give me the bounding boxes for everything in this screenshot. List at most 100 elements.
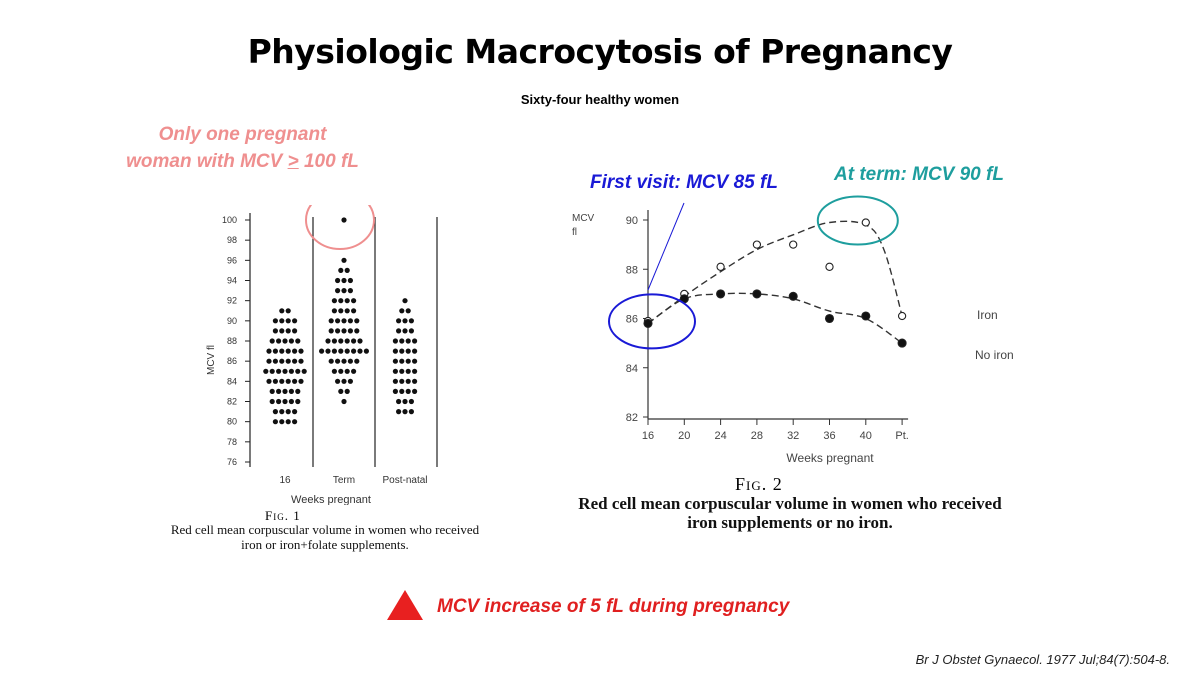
- fig1-dot: [392, 378, 398, 384]
- fig1-dot: [338, 267, 344, 273]
- fig1-dot: [328, 358, 334, 364]
- fig1-dot: [338, 308, 344, 314]
- fig1-dot: [408, 409, 414, 415]
- fig2-point-iron: [789, 240, 798, 249]
- fig1-dot: [344, 298, 350, 304]
- fig1-dot: [405, 348, 411, 354]
- fig1-dot: [292, 328, 298, 334]
- fig1-dot: [344, 308, 350, 314]
- fig2-y-tick-label: 90: [626, 215, 638, 227]
- fig1-dot: [269, 338, 275, 344]
- fig1-dot: [331, 338, 337, 344]
- fig2-x-tick-label: 20: [678, 430, 690, 442]
- fig1-dot: [357, 338, 363, 344]
- fig1-dot: [347, 378, 353, 384]
- fig1-dot: [292, 378, 298, 384]
- fig1-dot: [288, 368, 294, 374]
- fig2-x-tick-label: 36: [823, 430, 835, 442]
- fig2-y-tick-label: 84: [626, 363, 638, 375]
- fig1-dot: [351, 368, 357, 374]
- fig1-dot: [399, 358, 405, 364]
- fig1-dot: [399, 378, 405, 384]
- annotation-teal: At term: MCV 90 fL: [834, 164, 1004, 185]
- fig1-dot: [288, 398, 294, 405]
- fig1-dot: [331, 348, 337, 354]
- fig2-point-no-iron: [752, 289, 762, 299]
- fig1-frame: [249, 213, 438, 467]
- fig1-dot: [331, 308, 337, 314]
- fig1-highlight-circle: [305, 205, 375, 250]
- fig1-dot: [279, 378, 285, 384]
- fig1-y-tick-label: 84: [227, 376, 237, 386]
- fig1-dot: [341, 288, 347, 294]
- annotation-pink: Only one pregnant woman with MCV > 100 f…: [110, 121, 375, 175]
- fig2-point-iron: [825, 262, 834, 271]
- annotation-pink-line1: Only one pregnant: [158, 124, 327, 145]
- fig1-y-tick-label: 78: [227, 437, 237, 447]
- fig1-dot: [412, 388, 418, 394]
- fig2-point-no-iron: [643, 318, 653, 328]
- fig1-y-tick-label: 98: [227, 235, 237, 245]
- fig1-dot: [279, 358, 285, 364]
- fig1-dot: [266, 378, 272, 384]
- fig1-dot: [285, 348, 291, 354]
- fig2-y-tick-label: 82: [626, 412, 638, 424]
- fig1-x-tick-label: 16: [279, 475, 291, 486]
- fig1-dot: [279, 328, 285, 334]
- fig1-dot: [282, 338, 288, 344]
- fig1-dot: [341, 328, 347, 334]
- fig1-dot: [405, 308, 411, 314]
- fig1-dot: [402, 409, 408, 415]
- fig1-y-tick-label: 76: [227, 457, 237, 467]
- fig1-dot: [344, 388, 350, 394]
- fig1-dot: [357, 348, 363, 354]
- fig1-dot: [285, 318, 291, 324]
- fig1-dot: [295, 338, 301, 344]
- fig1-dot: [263, 368, 269, 374]
- fig2-point-no-iron: [716, 289, 726, 299]
- fig1-dot: [298, 378, 304, 384]
- fig1-dot: [292, 348, 298, 354]
- fig1-dot: [292, 358, 298, 364]
- fig1-dot: [344, 338, 350, 344]
- fig1-y-tick-label: 82: [227, 397, 237, 407]
- fig1-dot: [399, 308, 405, 314]
- fig1-y-tick-label: 96: [227, 255, 237, 265]
- fig1-dot: [285, 328, 291, 334]
- fig1-dot: [341, 277, 347, 284]
- annotation-pink-line2-post: 100 fL: [298, 151, 359, 172]
- fig1-dots: [263, 217, 418, 425]
- fig1-y-tick-label: 88: [227, 336, 237, 346]
- fig1-dot: [338, 298, 344, 304]
- fig1-dot: [295, 398, 301, 405]
- fig1-caption-text: Red cell mean corpuscular volume in wome…: [170, 522, 480, 552]
- fig1-dot: [351, 338, 357, 344]
- annotation-pink-symbol: >: [287, 151, 299, 172]
- fig1-dot: [402, 328, 408, 334]
- fig2-caption-text: Red cell mean corpuscular volume in wome…: [578, 494, 1002, 532]
- fig1-dot: [344, 348, 350, 354]
- fig1-dot: [272, 358, 278, 364]
- fig1-dot: [344, 267, 350, 273]
- fig1-dot: [347, 328, 353, 334]
- fig1-dot: [402, 398, 408, 405]
- fig1-dot: [347, 277, 353, 284]
- fig1-dot: [288, 338, 294, 344]
- fig2-x-tick-label: 28: [751, 430, 763, 442]
- fig1-dot: [282, 368, 288, 374]
- fig1-dot: [335, 358, 341, 364]
- fig1-dot: [412, 378, 418, 384]
- fig2-series-label-iron: Iron: [977, 308, 998, 322]
- fig2-point-no-iron: [897, 338, 907, 348]
- fig1-dot: [354, 318, 360, 324]
- fig1-dot: [351, 308, 357, 314]
- fig1-dot: [295, 368, 301, 374]
- fig1-dot: [285, 378, 291, 384]
- fig1-dot: [298, 348, 304, 354]
- fig1-dot: [269, 398, 275, 405]
- fig1-dot: [272, 318, 278, 324]
- fig1-dot: [338, 388, 344, 394]
- bottom-note-text: MCV increase of 5 fL during pregnancy: [437, 596, 790, 617]
- fig2-x-labels: 16 20 24 28 32 36 40 Pt.: [642, 430, 909, 442]
- fig1-dot: [335, 288, 341, 294]
